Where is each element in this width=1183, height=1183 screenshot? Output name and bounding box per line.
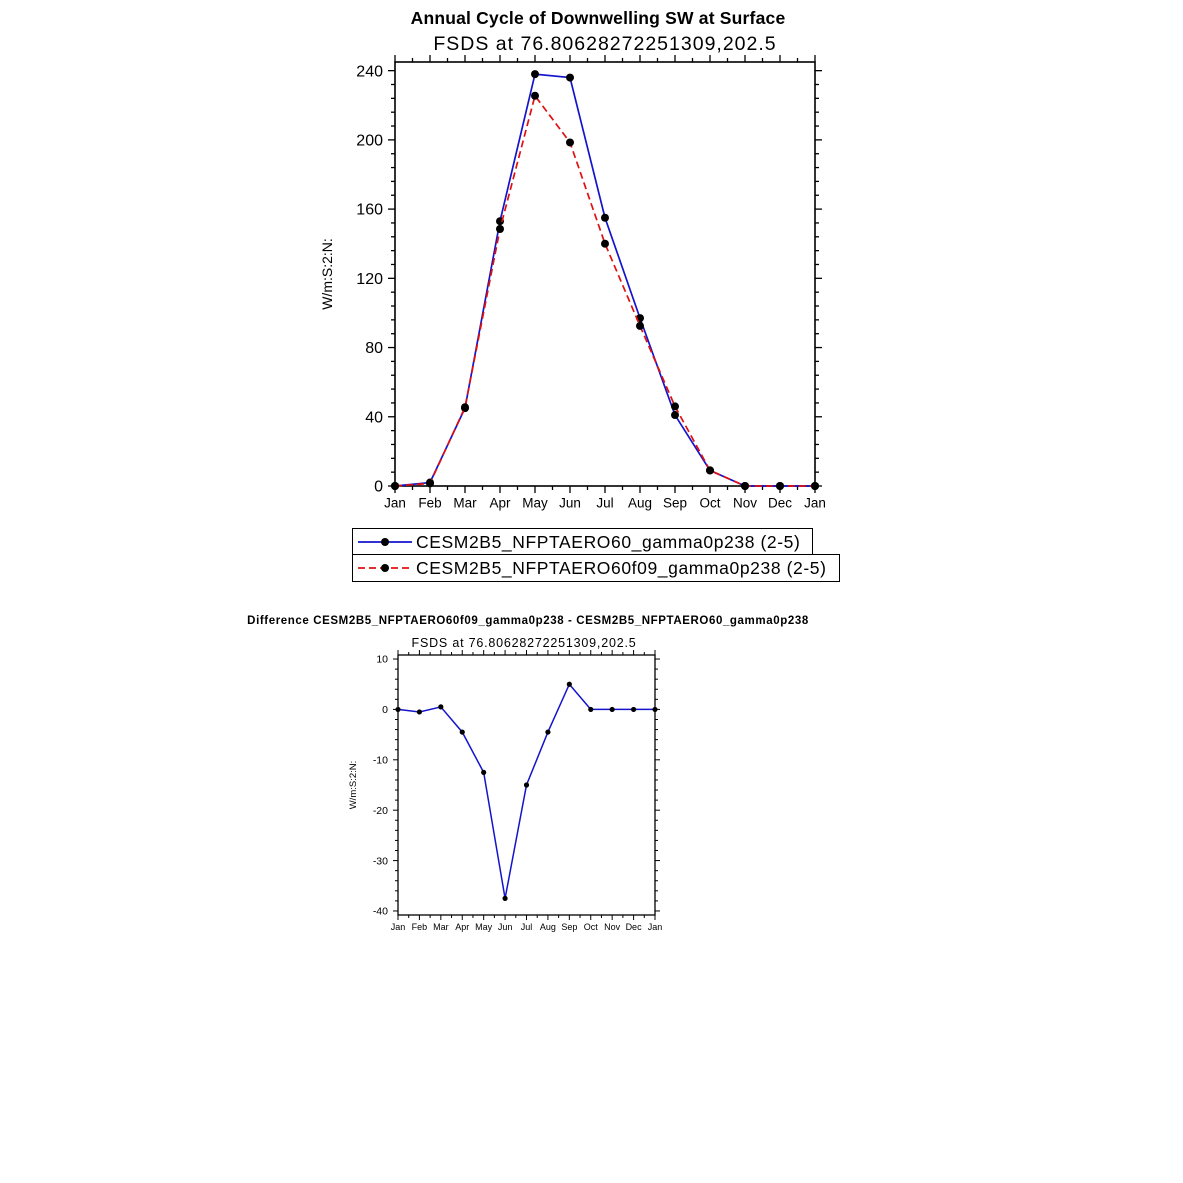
legend-sample-marker — [381, 564, 389, 573]
data-point-marker — [601, 213, 609, 222]
y-tick-label: 40 — [365, 409, 383, 426]
x-tick-label: Jun — [498, 922, 513, 932]
data-point-marker — [741, 482, 749, 490]
x-tick-label: Apr — [455, 922, 469, 932]
x-tick-label: Nov — [733, 496, 757, 511]
x-tick-label: Jan — [804, 496, 826, 511]
x-tick-label: Mar — [453, 496, 477, 511]
series-line-0 — [397, 682, 655, 899]
y-tick-label: -20 — [373, 805, 388, 817]
x-tick-label: Jul — [596, 496, 613, 511]
legend-line-sample — [358, 538, 412, 546]
data-point-marker — [531, 91, 539, 100]
series-line-1 — [394, 93, 815, 487]
x-tick-label: Mar — [433, 922, 449, 932]
data-point-marker — [531, 70, 539, 79]
x-tick-label: Dec — [626, 922, 643, 932]
x-tick-label: Sep — [663, 496, 687, 511]
data-point-marker — [523, 782, 530, 788]
data-point-marker — [391, 482, 399, 490]
x-tick-label: Jan — [384, 496, 406, 511]
data-point-marker — [609, 706, 615, 713]
data-point-marker — [438, 704, 444, 710]
top-chart-subtitle: FSDS at 76.80628272251309,202.5 — [433, 33, 777, 55]
data-point-marker — [545, 729, 551, 735]
top-chart-plot: 0 40 80 120 160 200 240 Jan Feb Mar Apr May Jun Jul Au… — [319, 55, 826, 511]
legend-entry: CESM2B5_NFPTAERO60_gamma0p238 (2-5) — [352, 528, 814, 556]
bottom-chart-title: Difference CESM2B5_NFPTAERO60f09_gamma0p… — [247, 615, 809, 627]
data-point-marker — [395, 706, 401, 713]
x-tick-label: Aug — [540, 922, 556, 932]
data-point-marker — [601, 239, 609, 248]
data-point-marker — [481, 769, 487, 776]
legend-line-sample — [358, 564, 412, 573]
x-tick-label: Nov — [604, 922, 621, 932]
legend-entry: CESM2B5_NFPTAERO60f09_gamma0p238 (2-5) — [352, 554, 840, 583]
x-tick-label: Sep — [561, 922, 577, 932]
y-tick-label: 10 — [376, 654, 388, 666]
top-chart-title: Annual Cycle of Downwelling SW at Surfac… — [410, 8, 786, 28]
data-point-marker — [459, 729, 465, 735]
data-point-marker — [426, 479, 434, 488]
y-tick-label: 0 — [382, 704, 388, 716]
x-tick-label: May — [522, 496, 548, 511]
data-point-marker — [811, 482, 819, 490]
y-tick-label: -30 — [373, 855, 388, 867]
x-tick-label: Oct — [584, 922, 599, 932]
x-tick-label: Jan — [391, 922, 406, 932]
data-point-marker — [636, 321, 644, 330]
x-tick-label: May — [475, 922, 493, 932]
y-tick-label: 240 — [356, 63, 383, 80]
y-tick-label: 0 — [374, 479, 383, 496]
data-point-marker — [566, 681, 572, 687]
data-point-marker — [416, 709, 423, 715]
legend-sample-marker — [381, 538, 389, 546]
y-axis-label: W/m:S:2:N: — [319, 238, 335, 310]
data-point-marker — [461, 403, 469, 412]
y-tick-label: 160 — [356, 202, 383, 219]
x-tick-label: Jun — [559, 496, 581, 511]
data-point-marker — [706, 466, 714, 475]
x-tick-label: Oct — [699, 496, 720, 511]
y-tick-label: 80 — [365, 340, 383, 357]
y-axis-label: W/m:S:2:N: — [348, 761, 359, 810]
x-tick-label: Jul — [521, 922, 533, 932]
data-point-marker — [588, 706, 594, 713]
x-tick-label: Jan — [648, 922, 663, 932]
data-point-marker — [566, 73, 574, 82]
data-point-marker — [630, 706, 637, 713]
y-tick-label: -10 — [373, 754, 388, 766]
data-point-marker — [566, 138, 574, 147]
data-point-marker — [671, 411, 679, 420]
bottom-chart-subtitle: FSDS at 76.80628272251309,202.5 — [411, 636, 637, 650]
data-point-marker — [776, 482, 784, 490]
y-tick-label: -40 — [373, 906, 388, 918]
legend-label: CESM2B5_NFPTAERO60f09_gamma0p238 (2-5) — [416, 557, 827, 578]
x-tick-label: Apr — [489, 496, 511, 511]
legend-label: CESM2B5_NFPTAERO60_gamma0p238 (2-5) — [416, 531, 801, 552]
y-tick-label: 120 — [356, 271, 383, 288]
x-tick-label: Dec — [768, 496, 792, 511]
data-point-marker — [496, 225, 504, 234]
x-tick-label: Feb — [418, 496, 441, 511]
x-tick-label: Aug — [628, 496, 652, 511]
y-tick-label: 200 — [356, 132, 383, 149]
data-point-marker — [671, 402, 679, 411]
x-tick-label: Feb — [412, 922, 428, 932]
data-point-marker — [652, 706, 658, 713]
plot-group: 0 40 80 120 160 200 240 Jan Feb Mar Apr May Jun Jul Au… — [319, 55, 826, 511]
data-point-marker — [502, 895, 508, 901]
legend: CESM2B5_NFPTAERO60_gamma0p238 (2-5) CESM… — [352, 528, 840, 583]
